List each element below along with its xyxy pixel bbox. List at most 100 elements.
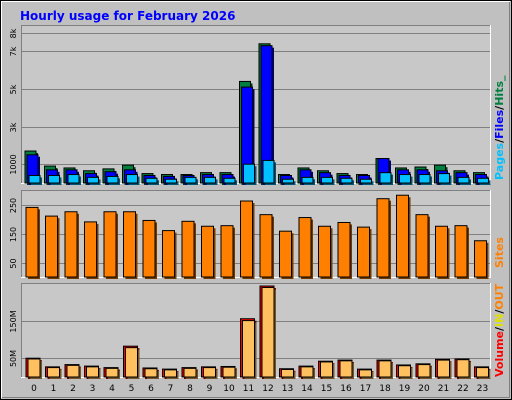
y-label-volume: Volume (493, 331, 506, 377)
y-tick-label: 5k (9, 84, 18, 94)
bar-out (86, 366, 99, 378)
bar-out (261, 287, 275, 378)
bar-sites (201, 225, 214, 278)
x-tick-label: 11 (243, 384, 254, 394)
bar-pages (204, 176, 216, 184)
x-tick-label: 10 (223, 384, 235, 394)
x-tick-label: 19 (399, 384, 411, 394)
bar-pages (379, 172, 392, 184)
bar-out (47, 367, 60, 378)
x-tick-label: 13 (282, 384, 293, 394)
bar-sites (318, 225, 331, 278)
y-label-volume-in-out: Volume/IN/OUT (493, 283, 506, 377)
bar-pages (67, 174, 80, 184)
bar-pages (438, 173, 450, 184)
bar-pages (360, 178, 372, 184)
bar-sites (142, 219, 156, 278)
bar-out (222, 366, 236, 378)
panel-volume: 50M 150M (9, 283, 491, 379)
bar-out (359, 369, 372, 378)
x-tick-label: 23 (477, 384, 488, 394)
y-label-separator: / (493, 326, 506, 331)
bar-sites (45, 215, 58, 278)
bar-pages (282, 178, 294, 184)
x-tick-label: 17 (360, 384, 371, 394)
bar-sites (123, 211, 136, 278)
y-label-pages: Pages (493, 142, 506, 180)
y-tick-label: 1000 (9, 154, 18, 174)
y-label-sites: Sites (493, 237, 506, 268)
bar-pages (223, 177, 236, 184)
bar-pages (106, 175, 119, 184)
bar-out (203, 367, 216, 378)
bar-pages (87, 176, 99, 184)
bar-pages (48, 174, 60, 184)
x-tick-label: 5 (129, 384, 135, 394)
y-label-hits: Hits (493, 81, 506, 106)
x-tick-label: 12 (262, 384, 273, 394)
bar-pages (243, 163, 255, 184)
bar-sites (181, 220, 195, 278)
bar-pages (418, 174, 431, 184)
y-label-pages-files-hits: Pages/Files/Hits_ (493, 75, 506, 180)
bar-pages (184, 176, 197, 184)
bar-out (183, 367, 197, 378)
x-tick-label: 3 (90, 384, 96, 394)
bar-out (105, 367, 119, 378)
bar-pages (477, 177, 489, 184)
y-label-separator: / (493, 309, 506, 314)
bar-out (398, 365, 411, 378)
bar-sites (298, 217, 312, 278)
x-tick-label: 7 (168, 384, 174, 394)
bar-sites (337, 221, 351, 278)
y-label-files: Files (493, 109, 506, 139)
x-tick-label: 20 (418, 384, 430, 394)
panel-sites: 50 150 250 (9, 190, 491, 279)
bar-out (125, 347, 138, 378)
y-tick-label: 250 (9, 198, 18, 213)
y-label-separator: / (493, 138, 506, 143)
bar-sites (64, 211, 78, 278)
bar-out (456, 359, 470, 378)
bar-out (417, 364, 431, 378)
bar-out (242, 320, 255, 378)
bar-out (300, 366, 314, 378)
x-tick-label: 2 (70, 384, 76, 394)
bar-pages (301, 176, 314, 184)
plot-area (21, 190, 490, 277)
y-label-separator: _ (493, 75, 506, 81)
bar-out (437, 359, 450, 378)
bar-sites (435, 225, 448, 278)
bar-out (339, 360, 353, 378)
bar-sites (103, 211, 117, 278)
y-tick-label: 150M (9, 310, 18, 332)
y-label-in: IN (493, 314, 506, 327)
x-tick-label: 1 (51, 384, 57, 394)
x-tick-label: 9 (207, 384, 213, 394)
bar-sites (454, 225, 468, 278)
bar-out (164, 369, 177, 378)
y-label-out: OUT (493, 283, 506, 309)
bar-sites (376, 198, 390, 278)
x-tick-label: 16 (340, 384, 352, 394)
bar-sites (396, 194, 409, 278)
bar-out (281, 368, 294, 378)
bar-pages (145, 177, 158, 184)
bar-pages (165, 178, 177, 184)
panel-pages-files-hits: 1000 3k 5k 7k 8k (9, 25, 491, 185)
x-tick-label: 18 (379, 384, 391, 394)
y-tick-label: 8k (9, 28, 18, 38)
bar-out (27, 358, 41, 378)
bar-pages (126, 174, 138, 184)
x-tick-label: 0 (31, 384, 37, 394)
y-tick-label: 7k (9, 46, 18, 56)
y-tick-label: 50 (9, 258, 18, 268)
y-tick-label: 150 (9, 227, 18, 242)
bar-pages (262, 159, 275, 184)
bar-out (66, 364, 80, 378)
bar-out (378, 360, 392, 378)
bar-pages (340, 177, 353, 184)
bar-sites (240, 200, 253, 278)
x-tick-label: 21 (438, 384, 449, 394)
